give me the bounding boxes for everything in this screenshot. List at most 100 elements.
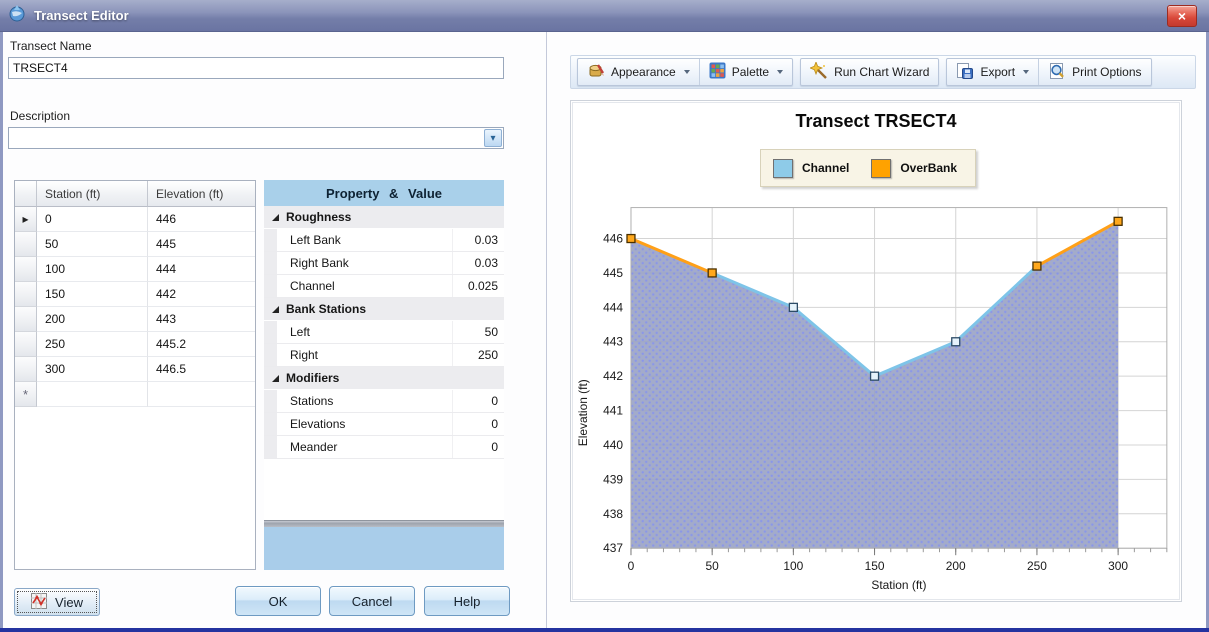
row-header-cell[interactable] xyxy=(15,282,37,307)
property-item-row[interactable]: Right 250 xyxy=(264,344,504,367)
property-value[interactable]: 0 xyxy=(452,436,504,458)
property-value[interactable]: 50 xyxy=(452,321,504,343)
run-chart-wizard-button[interactable]: Run Chart Wizard xyxy=(801,59,938,85)
property-group-row[interactable]: Roughness xyxy=(264,206,504,229)
overbank-legend-swatch xyxy=(871,158,892,178)
row-header-cell[interactable]: ▸ xyxy=(15,207,37,232)
station-cell[interactable]: 200 xyxy=(37,307,148,332)
palette-button[interactable]: Palette xyxy=(698,59,792,85)
property-value[interactable]: 0.025 xyxy=(452,275,504,297)
property-value[interactable]: 0.03 xyxy=(452,252,504,274)
palette-icon xyxy=(709,62,726,82)
row-header-cell[interactable] xyxy=(15,232,37,257)
row-header-cell[interactable] xyxy=(15,307,37,332)
row-header-cell[interactable] xyxy=(15,357,37,382)
svg-text:150: 150 xyxy=(865,559,885,573)
description-input[interactable] xyxy=(8,127,504,149)
description-dropdown-button[interactable]: ▾ xyxy=(484,129,502,147)
chart-legend: Channel OverBank xyxy=(760,149,977,187)
elevation-cell[interactable]: 445.2 xyxy=(148,332,255,357)
svg-text:Elevation (ft): Elevation (ft) xyxy=(576,379,590,446)
table-row[interactable]: 150 442 xyxy=(15,282,255,307)
toolbar-group-appearance: Appearance Palette xyxy=(577,58,794,86)
overbank-legend-label: OverBank xyxy=(900,161,958,175)
ok-button[interactable]: OK xyxy=(235,586,321,616)
table-row[interactable]: 250 445.2 xyxy=(15,332,255,357)
elevation-cell[interactable]: 445 xyxy=(148,232,255,257)
svg-text:100: 100 xyxy=(783,559,803,573)
station-table: Station (ft) Elevation (ft) ▸ 0 446 50 445 10… xyxy=(14,180,256,570)
property-group-row[interactable]: Modifiers xyxy=(264,367,504,390)
transect-name-input[interactable] xyxy=(8,57,504,79)
chart-area: 437 438 439 440 441 442 443 444 445 446 0 50 100 150 2… xyxy=(570,100,1182,602)
station-cell[interactable]: 100 xyxy=(37,257,148,282)
view-button[interactable]: View xyxy=(14,588,100,616)
property-item-row[interactable]: Left Bank 0.03 xyxy=(264,229,504,252)
row-header-cell[interactable] xyxy=(15,332,37,357)
property-value[interactable]: 0.03 xyxy=(452,229,504,251)
svg-text:200: 200 xyxy=(946,559,966,573)
table-row[interactable]: * xyxy=(15,382,255,407)
property-item-row[interactable]: Meander 0 xyxy=(264,436,504,459)
table-row[interactable]: 50 445 xyxy=(15,232,255,257)
property-name: Right Bank xyxy=(290,256,349,270)
property-grid-header: Property & Value xyxy=(264,180,504,206)
property-value[interactable]: 0 xyxy=(452,413,504,435)
table-row[interactable]: 300 446.5 xyxy=(15,357,255,382)
chevron-down-icon: ▾ xyxy=(490,133,496,144)
title-bar[interactable]: Transect Editor × xyxy=(0,0,1209,32)
property-item-row[interactable]: Left 50 xyxy=(264,321,504,344)
svg-text:437: 437 xyxy=(603,541,623,555)
property-value[interactable]: 250 xyxy=(452,344,504,366)
station-cell[interactable]: 150 xyxy=(37,282,148,307)
property-item-row[interactable]: Right Bank 0.03 xyxy=(264,252,504,275)
row-header-cell[interactable]: * xyxy=(15,382,37,407)
property-item-row[interactable]: Elevations 0 xyxy=(264,413,504,436)
elevation-cell[interactable]: 446 xyxy=(148,207,255,232)
svg-text:0: 0 xyxy=(628,559,635,573)
table-row[interactable]: 200 443 xyxy=(15,307,255,332)
property-item-row[interactable]: Channel 0.025 xyxy=(264,275,504,298)
print-options-icon xyxy=(1048,62,1066,83)
column-header-elevation[interactable]: Elevation (ft) xyxy=(148,181,255,207)
station-cell[interactable]: 50 xyxy=(37,232,148,257)
elevation-cell[interactable]: 444 xyxy=(148,257,255,282)
table-row[interactable]: ▸ 0 446 xyxy=(15,207,255,232)
property-group-row[interactable]: Bank Stations xyxy=(264,298,504,321)
property-grid-rows: Roughness Left Bank 0.03 Right Bank 0.03 Chan… xyxy=(264,206,504,459)
print-options-button[interactable]: Print Options xyxy=(1038,59,1150,85)
help-button[interactable]: Help xyxy=(424,586,510,616)
elevation-cell[interactable]: 446.5 xyxy=(148,357,255,382)
property-item-row[interactable]: Stations 0 xyxy=(264,390,504,413)
svg-text:250: 250 xyxy=(1027,559,1047,573)
station-cell[interactable]: 250 xyxy=(37,332,148,357)
channel-legend-swatch xyxy=(773,158,793,178)
toolbar-group-export: Export Print Options xyxy=(946,58,1152,86)
station-cell[interactable]: 0 xyxy=(37,207,148,232)
property-value[interactable]: 0 xyxy=(452,390,504,412)
table-row[interactable]: 100 444 xyxy=(15,257,255,282)
property-grid-splitter[interactable] xyxy=(264,520,504,527)
station-table-body: ▸ 0 446 50 445 100 444 150 442 200 443 250 445.2 300 4… xyxy=(15,207,255,407)
appearance-button[interactable]: Appearance xyxy=(578,59,699,85)
elevation-cell[interactable]: 442 xyxy=(148,282,255,307)
elevation-cell[interactable] xyxy=(148,382,255,407)
elevation-cell[interactable]: 443 xyxy=(148,307,255,332)
svg-text:442: 442 xyxy=(603,369,623,383)
chart-toolbar: Appearance Palette xyxy=(570,55,1196,89)
table-header-row: Station (ft) Elevation (ft) xyxy=(15,181,255,207)
column-header-station[interactable]: Station (ft) xyxy=(37,181,148,207)
station-cell[interactable] xyxy=(37,382,148,407)
export-button[interactable]: Export xyxy=(947,59,1038,85)
svg-text:445: 445 xyxy=(603,266,623,280)
transect-plot: 437 438 439 440 441 442 443 444 445 446 0 50 100 150 2… xyxy=(576,207,1168,592)
close-button[interactable]: × xyxy=(1167,5,1197,27)
svg-text:441: 441 xyxy=(603,404,623,418)
property-name: Meander xyxy=(290,440,338,454)
table-corner-cell[interactable] xyxy=(15,181,37,207)
cancel-button[interactable]: Cancel xyxy=(329,586,415,616)
row-header-cell[interactable] xyxy=(15,257,37,282)
station-cell[interactable]: 300 xyxy=(37,357,148,382)
chevron-down-icon xyxy=(777,70,784,74)
view-button-label: View xyxy=(55,594,83,610)
